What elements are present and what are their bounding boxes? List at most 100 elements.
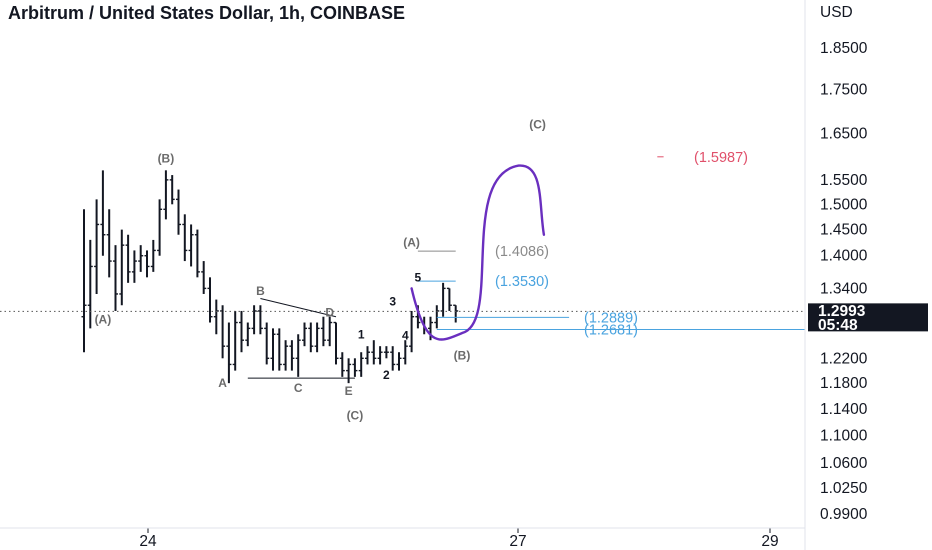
ohlc-bar — [333, 321, 339, 365]
ohlc-bar — [358, 352, 364, 377]
ohlc-bar — [163, 170, 169, 220]
ohlc-bar — [270, 328, 276, 371]
ohlc-bar — [276, 328, 282, 371]
level-label: (1.2681) — [584, 322, 638, 338]
time-axis[interactable]: 24 27 29 — [0, 527, 805, 550]
ohlc-bar — [383, 346, 389, 359]
ohlc-bar — [365, 346, 370, 365]
ohlc-bar — [377, 346, 383, 365]
level-label: (1.2889) — [584, 310, 638, 326]
ohlc-bar — [339, 352, 345, 377]
ohlc-bar — [245, 322, 251, 347]
level-label: (1.4086) — [495, 244, 549, 260]
ohlc-bar — [283, 340, 289, 371]
ohlc-bar — [257, 305, 263, 335]
price-tick-label: 1.7500 — [820, 81, 868, 98]
ohlc-bars — [81, 170, 459, 384]
ohlc-bar — [352, 358, 358, 377]
price-tick-label: 1.1000 — [820, 427, 868, 444]
ohlc-bar — [371, 340, 377, 365]
ohlc-bar — [314, 322, 320, 353]
countdown-value: 05:48 — [818, 317, 858, 334]
ohlc-bar — [106, 209, 112, 278]
wave-label: (A) — [403, 236, 420, 250]
price-tick-label: 1.1800 — [820, 375, 868, 392]
ohlc-bar — [308, 322, 314, 353]
price-tick-label: 1.5500 — [820, 172, 868, 189]
ohlc-bar — [320, 316, 326, 347]
ohlc-bar — [289, 340, 295, 371]
wave-labels: (A) (B) A B C D E (C) 1 2 3 4 5 (A) (B) (C) — [95, 117, 546, 422]
price-tick-label: 1.5000 — [820, 196, 868, 213]
current-price-value: 1.2993 — [818, 303, 866, 320]
wave-label: 3 — [389, 294, 396, 308]
triangle-upper-line — [260, 297, 337, 318]
ohlc-bar — [119, 229, 125, 306]
ohlc-bar — [390, 346, 396, 371]
wave-label: (C) — [347, 408, 364, 422]
ohlc-bar — [194, 229, 200, 278]
price-tick-label: 1.6500 — [820, 125, 868, 142]
current-price-badge: 1.2993 05:48 — [808, 303, 928, 334]
time-tick-label: 29 — [761, 533, 778, 550]
ohlc-bar — [182, 214, 188, 262]
wave-label: 2 — [383, 368, 390, 382]
price-tick-label: 0.9900 — [820, 506, 868, 523]
price-tick-label: 1.1400 — [820, 401, 868, 418]
time-tick-label: 27 — [509, 533, 526, 550]
wave-label: B — [256, 284, 265, 298]
wave-label: (B) — [454, 348, 471, 362]
price-tick-label: 1.4500 — [820, 222, 868, 239]
ohlc-bar — [207, 277, 213, 323]
ohlc-bar — [94, 199, 100, 294]
chart-title: Arbitrum / United States Dollar, 1h, COI… — [8, 3, 405, 23]
projection-curve — [410, 164, 546, 341]
price-tick-label: 1.2200 — [820, 350, 868, 367]
ohlc-bar — [138, 245, 144, 272]
price-tick-label: 1.3400 — [820, 280, 868, 297]
price-tick-label: 1.4000 — [820, 248, 868, 265]
ohlc-bar — [226, 322, 232, 384]
ohlc-bar — [131, 250, 137, 283]
wave-label: 5 — [415, 270, 422, 284]
price-tick-label: 1.0600 — [820, 455, 868, 472]
level-label: (1.3530) — [495, 274, 549, 290]
time-tick-label: 24 — [139, 533, 157, 550]
ohlc-bar — [113, 245, 118, 311]
wave-label: C — [294, 381, 303, 395]
ohlc-bar — [125, 234, 131, 283]
wave-label: A — [218, 376, 227, 390]
ohlc-bar — [239, 310, 244, 353]
ohlc-bar — [346, 358, 352, 384]
ohlc-bar — [201, 261, 207, 294]
ohlc-bar — [87, 239, 93, 329]
wave-label: (C) — [529, 117, 546, 131]
ohlc-bar — [144, 250, 150, 278]
ohlc-bar — [264, 322, 270, 365]
ohlc-bar — [251, 305, 257, 335]
wave-label: 4 — [402, 328, 409, 342]
drawing-overlays: (1.4086) (1.3530) (1.2889)(1.2681) (1.5987) — [0, 150, 805, 379]
ohlc-bar — [409, 310, 415, 353]
ohlc-bar — [176, 189, 181, 235]
ohlc-bar — [232, 310, 238, 371]
ohlc-bar — [446, 287, 452, 311]
ohlc-bar — [169, 175, 175, 205]
wave-label: (B) — [158, 152, 175, 166]
ohlc-bar — [295, 334, 301, 377]
ohlc-bar — [402, 340, 408, 365]
ohlc-bar — [327, 316, 333, 347]
ohlc-bar — [188, 224, 194, 267]
ohlc-bar — [453, 304, 459, 323]
ohlc-bar — [100, 170, 106, 256]
ohlc-bar — [81, 209, 87, 353]
ohlc-bar — [157, 199, 163, 256]
wave-label: 1 — [358, 327, 365, 341]
price-axis[interactable]: 1.8500 1.7500 1.6500 1.5500 1.5000 1.4500 1.40… — [820, 40, 868, 523]
price-tick-label: 1.8500 — [820, 40, 868, 57]
level-label: (1.5987) — [694, 150, 748, 166]
price-tick-label: 1.0250 — [820, 480, 868, 497]
ohlc-bar — [302, 322, 307, 347]
